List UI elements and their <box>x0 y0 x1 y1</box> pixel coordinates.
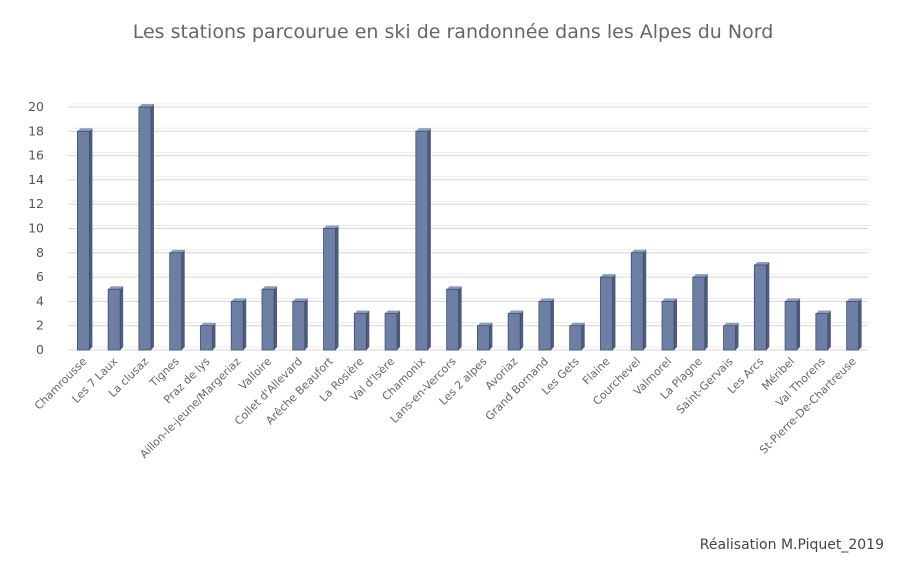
bar-side <box>89 128 93 350</box>
bar <box>846 300 860 351</box>
bar <box>384 313 398 351</box>
bar-side <box>858 298 862 350</box>
bar-top <box>662 298 677 302</box>
bar-top <box>354 310 370 314</box>
bar-side <box>581 322 585 350</box>
y-axis-ticks: 0 2 4 6 8 10 12 14 16 18 20 <box>28 99 44 357</box>
bar-side <box>212 322 216 350</box>
bar <box>169 252 183 351</box>
bar-top <box>292 298 308 302</box>
bar-side <box>181 249 185 350</box>
bar-top <box>108 286 124 290</box>
y-tick-label: 2 <box>36 318 44 333</box>
bar <box>230 300 244 351</box>
bar-top <box>631 249 647 253</box>
y-tick-label: 0 <box>36 342 44 357</box>
bar-side <box>520 310 524 350</box>
bar-side <box>797 298 801 350</box>
bar-top <box>569 322 585 326</box>
bar <box>630 252 644 351</box>
bar-side <box>120 286 124 350</box>
bar-side <box>489 322 493 350</box>
bar <box>784 300 798 351</box>
x-tick-label: Chamrousse <box>32 355 90 413</box>
bar <box>569 325 583 351</box>
bar-side <box>766 261 770 350</box>
bar-side <box>397 310 401 350</box>
bar <box>723 325 736 351</box>
bar-top <box>754 261 770 265</box>
gridlines <box>68 103 871 351</box>
bar-top <box>77 128 93 132</box>
bar <box>200 325 213 351</box>
bar-side <box>674 298 677 350</box>
bar-side <box>427 128 431 350</box>
bar-top <box>415 128 431 132</box>
bar-top <box>723 322 739 326</box>
bar-side <box>150 104 154 350</box>
bar-top <box>815 310 831 314</box>
bar <box>692 276 706 351</box>
bar-top <box>785 298 801 302</box>
bar <box>753 264 767 351</box>
y-tick-label: 6 <box>36 269 44 284</box>
y-tick-label: 20 <box>28 99 44 114</box>
y-tick-label: 12 <box>28 196 44 211</box>
bar-side <box>458 286 462 350</box>
bar-side <box>243 298 247 350</box>
bar-top <box>446 286 462 290</box>
bar-top <box>508 310 524 314</box>
bar-side <box>735 322 739 350</box>
y-tick-label: 10 <box>28 221 44 236</box>
bar-side <box>304 298 308 350</box>
bar-top <box>200 322 216 326</box>
author-credit: Réalisation M.Piquet_2019 <box>699 537 884 553</box>
bars <box>76 104 862 351</box>
y-tick-label: 8 <box>36 245 44 260</box>
bar <box>353 313 367 351</box>
bar-top <box>138 104 154 107</box>
bar <box>600 276 613 351</box>
bar <box>323 228 336 351</box>
bar-top <box>231 298 247 302</box>
chart-title: Les stations parcourue en ski de randonn… <box>132 20 774 43</box>
bar-side <box>366 310 370 350</box>
y-tick-label: 14 <box>28 172 44 187</box>
bar-side <box>274 286 277 350</box>
y-tick-label: 16 <box>28 148 44 163</box>
bar-top <box>262 286 277 290</box>
bar-top <box>477 322 493 326</box>
bar <box>538 300 552 351</box>
bar <box>815 313 829 351</box>
bar-top <box>385 310 401 314</box>
bar <box>446 288 460 351</box>
bar <box>507 313 521 351</box>
bar-top <box>169 249 185 253</box>
bar-top <box>323 225 339 229</box>
bar-top <box>692 274 708 278</box>
bar <box>76 130 90 351</box>
bar-side <box>612 274 616 350</box>
bar-top <box>600 274 616 278</box>
y-tick-label: 18 <box>28 123 44 138</box>
bar <box>138 106 152 351</box>
bar-side <box>643 249 647 350</box>
bar <box>661 300 675 351</box>
bar <box>476 325 490 351</box>
bar <box>292 300 306 351</box>
bar-top <box>846 298 862 302</box>
bar-side <box>704 274 708 350</box>
y-tick-label: 4 <box>36 293 44 308</box>
bar-side <box>335 225 339 350</box>
bar-top <box>538 298 554 302</box>
bar <box>261 288 275 351</box>
bar-side <box>550 298 554 350</box>
bar <box>107 288 121 351</box>
bar <box>415 130 429 351</box>
bar-side <box>827 310 831 350</box>
